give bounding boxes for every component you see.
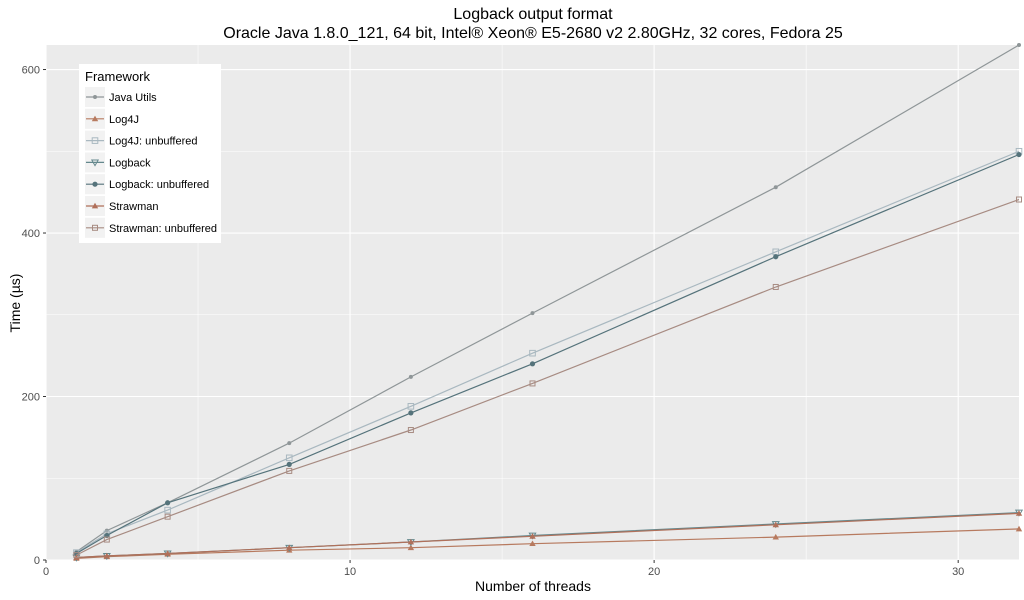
data-point [407,544,415,551]
data-point [164,513,171,520]
x-tick-label: 30 [952,566,964,578]
legend-item: Strawman: unbuffered [85,217,217,238]
y-tick-label: 0 [34,555,40,567]
data-point [773,254,779,260]
data-point [529,533,536,539]
data-point [285,454,293,462]
data-point [164,506,171,514]
series-group [72,43,1024,562]
legend: Framework Java Utils Log4J Log4J: unbuffer… [79,64,221,243]
series-line [76,198,1020,556]
series-line [76,512,1020,559]
data-point [407,538,415,545]
data-point [408,374,413,379]
series-line [76,528,1020,559]
data-point [529,380,536,387]
data-point [103,536,110,543]
legend-items: Java Utils Log4J Log4J: unbuffered Logback L… [85,87,217,238]
data-point [407,403,415,410]
data-point [165,500,171,506]
data-point [286,544,293,551]
legend-key-marker [91,202,99,209]
series-line [76,44,1020,553]
data-point [529,361,536,367]
chart-title: Logback output format [453,6,613,23]
legend-key-marker [92,181,98,187]
data-point [1016,151,1022,158]
legend-key-marker [91,115,99,122]
data-point [408,410,414,416]
data-point [529,349,536,357]
data-point [530,311,535,316]
data-point [772,521,779,528]
y-tick-label: 200 [22,392,40,404]
legend-label: Log4J: unbuffered [109,136,197,148]
data-point [772,283,779,290]
data-point [407,427,414,434]
data-point [103,552,111,559]
legend-label: Logback [109,157,151,169]
data-point [1016,196,1022,203]
legend-item: Log4J [85,108,139,129]
data-point [286,461,292,467]
legend-label: Java Utils [109,92,157,104]
x-tick-label: 20 [648,566,660,578]
legend-label: Strawman: unbuffered [109,223,217,235]
y-tick-label: 400 [22,228,40,240]
legend-item: Log4J: unbuffered [85,130,197,151]
legend-label: Log4J [109,114,139,126]
legend-key-marker [90,159,100,167]
data-point [164,550,171,556]
data-point [287,441,292,446]
legend-item: Java Utils [85,87,157,107]
data-point [772,533,779,540]
data-point [1015,525,1023,532]
data-point [286,467,293,474]
legend-item: Strawman [85,196,159,216]
data-point [529,540,536,547]
data-point [773,185,778,190]
data-point [1017,43,1021,47]
y-tick-label: 600 [22,65,40,77]
legend-key-marker [91,137,99,144]
legend-item: Logback [85,152,151,173]
legend-key-marker [93,95,97,99]
legend-item: Logback: unbuffered [85,174,209,195]
series-line [76,153,1020,555]
series-5 [73,510,1023,560]
axis-ticks: 0 10 20 30 0 200 400 600 [22,65,965,578]
legend-title: Framework [85,69,151,84]
chart-subtitle: Oracle Java 1.8.0_121, 64 bit, Intel® Xe… [223,25,843,42]
y-axis-label: Time (µs) [7,274,23,333]
data-point [1015,510,1023,516]
legend-key-marker [92,224,98,231]
legend-label: Logback: unbuffered [109,179,209,191]
legend-label: Strawman [109,201,159,213]
x-axis-label: Number of threads [475,578,591,594]
x-tick-label: 0 [43,566,49,578]
data-point [73,552,80,559]
x-tick-label: 10 [344,566,356,578]
series-6 [73,196,1022,559]
